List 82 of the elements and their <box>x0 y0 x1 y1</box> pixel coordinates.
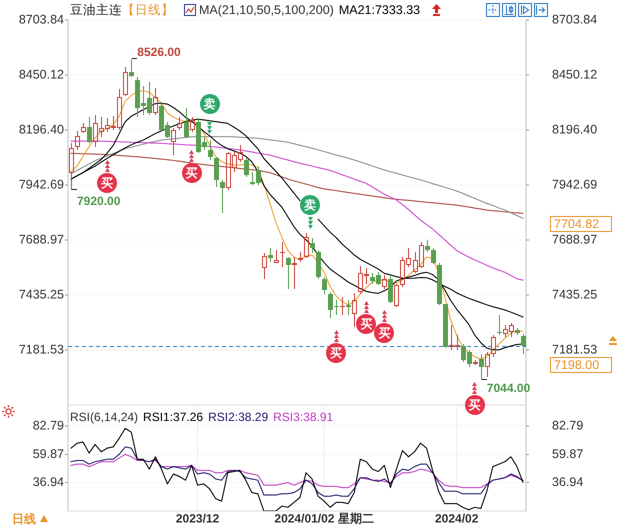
candlestick <box>304 232 309 258</box>
y-tick-label: 7181.53 <box>18 342 64 356</box>
candlestick <box>81 122 86 134</box>
candlestick <box>87 116 92 144</box>
y-tick-label: 7435.25 <box>18 287 64 302</box>
text: MA21:7333.33 <box>338 3 420 17</box>
candlestick <box>274 250 279 263</box>
x-tick-label: 2024/02 <box>435 512 479 526</box>
legend-title: MA(21,10,50,5,100,200) <box>199 3 334 17</box>
candlestick <box>214 156 219 188</box>
y-tick-label: 8450.12 <box>18 67 64 82</box>
candlestick <box>262 252 267 280</box>
annotation: 买 <box>356 314 376 334</box>
candlestick <box>75 130 80 150</box>
candlestick <box>497 314 502 336</box>
y-tick-label: 36.94 <box>32 475 64 490</box>
text: RSI2:38.29 <box>208 410 268 424</box>
candlestick <box>298 252 303 262</box>
annotation: 8526.00 <box>137 44 181 58</box>
legend-title: RSI(6,14,24) <box>70 410 138 424</box>
candlestick <box>310 238 315 254</box>
candlestick <box>171 128 176 156</box>
candlestick <box>280 242 285 268</box>
y-tick-label: 59.87 <box>32 446 64 461</box>
y2-tick-label: 7435.25 <box>552 287 598 302</box>
text: 7704.82 <box>550 216 612 232</box>
chart-subtitle: 【日线】 <box>122 2 174 18</box>
candlestick <box>208 140 213 160</box>
candlestick <box>425 240 430 252</box>
annotation: 买 <box>464 395 485 415</box>
annotation: 7044.00 <box>486 380 530 395</box>
y2-tick-label: 59.87 <box>552 446 584 461</box>
annotation: 7920.00 <box>77 194 120 208</box>
candlestick <box>431 248 436 264</box>
candlestick <box>340 296 345 316</box>
y2-tick-label: 7688.97 <box>552 232 598 246</box>
x-tick-label: 2024/01/02 星期二 <box>274 512 374 526</box>
y2-tick-label: 8703.84 <box>552 12 598 26</box>
annotation: 买 <box>374 323 394 343</box>
y-tick-label: 8703.84 <box>18 12 64 26</box>
candlestick <box>190 116 195 132</box>
annotation: 卖 <box>300 195 320 215</box>
chart-title: 豆油主连 <box>70 2 122 18</box>
candlestick <box>394 284 399 308</box>
candlestick <box>479 354 484 380</box>
annotation: 买 <box>326 343 346 363</box>
candlestick <box>177 116 182 130</box>
y-tick-label: 7942.69 <box>18 177 64 192</box>
x-tick-label: 2023/12 <box>176 512 220 526</box>
candlestick <box>184 108 189 138</box>
series-label: RSI1:37.26 <box>143 410 204 424</box>
y2-tick-label: 7942.69 <box>552 177 598 192</box>
candlestick <box>382 274 387 290</box>
candlestick <box>129 58 134 78</box>
y2-tick-label: 8196.40 <box>552 122 598 136</box>
y-tick-label: 7688.97 <box>18 232 64 246</box>
candlestick <box>123 66 128 96</box>
candlestick <box>388 276 393 304</box>
candlestick <box>69 142 74 190</box>
y-tick-label: 82.79 <box>32 418 64 433</box>
y2-tick-label: 36.94 <box>552 475 584 490</box>
text: 日线 <box>12 512 36 526</box>
candlestick <box>322 276 327 294</box>
candlestick <box>352 292 357 328</box>
candlestick <box>485 352 490 378</box>
annotation: 买 <box>182 163 202 183</box>
candlestick <box>153 88 158 116</box>
candlestick <box>268 248 273 262</box>
y2-tick-label: 82.79 <box>552 418 584 433</box>
y2-tick-label: 7181.53 <box>552 342 598 356</box>
y-tick-label: 8196.40 <box>18 122 64 136</box>
annotation: 卖 <box>200 94 220 114</box>
candlestick <box>220 180 225 214</box>
y2-tick-label: 8450.12 <box>552 67 598 82</box>
candlestick <box>346 300 351 316</box>
candlestick <box>292 256 297 290</box>
candlestick <box>286 256 291 290</box>
candlestick <box>244 158 249 178</box>
annotation: 买 <box>97 173 118 193</box>
text: RSI3:38.91 <box>273 410 334 424</box>
ref-line-label: 7198.00 <box>550 356 612 373</box>
candlestick <box>491 334 496 358</box>
